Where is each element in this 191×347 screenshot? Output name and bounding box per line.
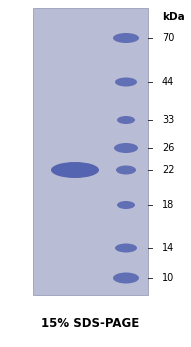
- Text: 70: 70: [162, 33, 174, 43]
- Bar: [33, 8, 148, 295]
- Text: 26: 26: [162, 143, 174, 153]
- Text: 44: 44: [162, 77, 174, 87]
- Text: 22: 22: [162, 165, 175, 175]
- Text: kDa: kDa: [162, 12, 185, 22]
- Ellipse shape: [117, 116, 135, 124]
- Ellipse shape: [113, 272, 139, 283]
- Text: 14: 14: [162, 243, 174, 253]
- Ellipse shape: [51, 162, 99, 178]
- Ellipse shape: [115, 244, 137, 253]
- Text: 10: 10: [162, 273, 174, 283]
- Ellipse shape: [114, 143, 138, 153]
- Ellipse shape: [117, 201, 135, 209]
- Text: 33: 33: [162, 115, 174, 125]
- Ellipse shape: [116, 166, 136, 175]
- Text: 18: 18: [162, 200, 174, 210]
- Ellipse shape: [115, 77, 137, 86]
- Text: 15% SDS-PAGE: 15% SDS-PAGE: [41, 317, 140, 330]
- Ellipse shape: [113, 33, 139, 43]
